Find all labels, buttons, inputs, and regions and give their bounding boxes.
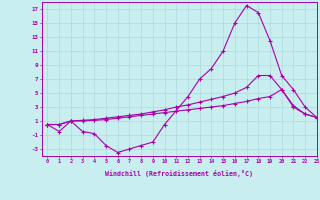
X-axis label: Windchill (Refroidissement éolien,°C): Windchill (Refroidissement éolien,°C) xyxy=(105,170,253,177)
